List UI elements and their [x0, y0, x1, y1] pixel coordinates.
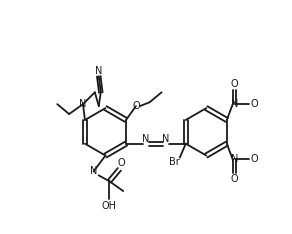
Text: N: N: [231, 154, 238, 165]
Text: O: O: [231, 174, 239, 184]
Text: O: O: [251, 99, 258, 109]
Text: Br: Br: [168, 157, 179, 168]
Text: N: N: [142, 134, 150, 144]
Text: O: O: [117, 158, 125, 168]
Text: N: N: [95, 66, 102, 76]
Text: OH: OH: [102, 201, 117, 211]
Text: O: O: [132, 101, 140, 111]
Text: O: O: [251, 154, 258, 165]
Text: N: N: [231, 99, 238, 109]
Text: N: N: [162, 134, 170, 144]
Text: N: N: [90, 166, 97, 176]
Text: O: O: [231, 79, 239, 89]
Text: N: N: [79, 99, 87, 109]
